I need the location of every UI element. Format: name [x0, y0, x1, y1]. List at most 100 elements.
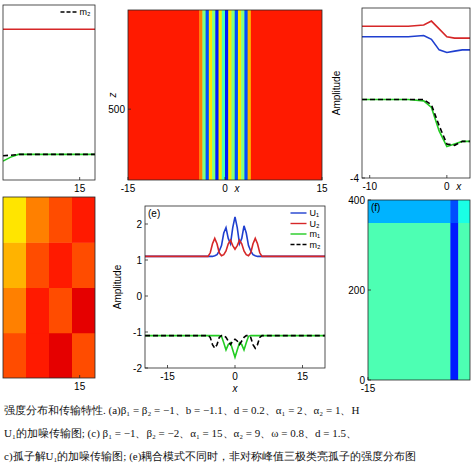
heat-cell — [228, 10, 232, 180]
heat-cell — [26, 197, 50, 243]
heat-cell — [3, 288, 27, 334]
y-tick — [145, 260, 148, 261]
x-tick — [225, 177, 226, 180]
caption: 强度分布和传输特性. (a)β₁ = β₂ = −1、b = −1.1、d = … — [4, 404, 416, 463]
x-tick-label: 15 — [297, 371, 309, 382]
panel: 15m₂ — [3, 5, 95, 194]
panel-label: (e) — [148, 208, 160, 219]
heat-cell — [225, 10, 229, 180]
heat-cell — [238, 10, 242, 180]
y-tick — [362, 178, 365, 179]
y-tick — [145, 332, 148, 333]
heat-cell — [458, 200, 470, 223]
frame — [362, 8, 470, 178]
legend-swatch — [291, 244, 307, 245]
plot-bg — [145, 206, 325, 368]
panel: 15 — [3, 197, 96, 392]
x-tick — [79, 177, 80, 180]
x-axis-title: x — [232, 383, 239, 394]
legend: m₂ — [61, 7, 91, 17]
y-axis-title: Amplitude — [331, 70, 342, 115]
heat-cell — [26, 333, 50, 378]
heat-cell — [458, 223, 470, 381]
heat-cell — [3, 333, 27, 378]
plot-area — [368, 200, 470, 380]
heat-cell — [202, 10, 206, 180]
heat-cell — [72, 288, 95, 334]
y-tick-label: 0 — [359, 375, 365, 386]
y-tick-label: -4 — [350, 173, 359, 184]
y-tick-label: -1 — [133, 327, 142, 338]
series-line — [3, 28, 95, 30]
y-tick — [145, 224, 148, 225]
heat-cell — [128, 10, 200, 180]
heat-cell — [199, 10, 203, 180]
frame — [128, 10, 322, 180]
x-tick — [446, 175, 447, 178]
heat-cell — [244, 10, 248, 180]
x-tick-label: -15 — [121, 183, 136, 194]
panel: -100-4xAmplitude — [331, 8, 470, 192]
x-tick — [235, 365, 236, 368]
y-tick-label: 500 — [108, 104, 125, 115]
heat-cell — [209, 10, 213, 180]
heat-cell — [49, 197, 73, 243]
plot-area — [128, 10, 322, 180]
y-tick-label: -2 — [133, 363, 142, 374]
legend-swatch — [61, 11, 77, 12]
heat-cell — [206, 10, 210, 180]
x-tick-label: -15 — [160, 371, 175, 382]
frame — [3, 5, 95, 180]
caption-line: c)孤子解U₁的加噪传输图; (e)耦合模式不同时，非对称峰值三极类亮孤子的强度… — [4, 450, 416, 463]
y-tick — [128, 109, 131, 110]
y-axis-title: z — [107, 93, 118, 99]
heat-cell — [235, 10, 239, 180]
plot-area — [362, 8, 470, 178]
series-line — [3, 154, 95, 161]
heat-cell — [49, 242, 73, 288]
heat-cell — [450, 200, 458, 223]
plot-area — [3, 5, 95, 180]
heat-cell — [219, 10, 223, 180]
heat-cell — [368, 200, 451, 223]
panel: -15015500xz — [107, 10, 328, 194]
frame — [3, 197, 95, 378]
plot-bg — [362, 8, 470, 178]
y-tick — [368, 380, 371, 381]
panel: -15015-2-1012xAmplitude(e)U₁U₂m₁m₂ — [112, 206, 325, 394]
y-tick-label: 200 — [348, 285, 365, 296]
legend: U₁U₂m₁m₂ — [291, 208, 321, 250]
y-tick-label: 400 — [348, 195, 365, 206]
y-tick — [145, 296, 148, 297]
x-tick-label: 15 — [316, 183, 328, 194]
heat-cell — [251, 10, 322, 180]
plot-area — [3, 197, 95, 378]
legend-label: U₁ — [310, 208, 320, 218]
heat-cell — [215, 10, 219, 180]
series-line — [362, 100, 470, 146]
y-tick — [145, 368, 148, 369]
y-tick-label: 2 — [136, 219, 142, 230]
series-line — [145, 336, 325, 349]
legend-label: U₂ — [310, 219, 320, 229]
series-line — [145, 336, 325, 358]
series-line — [145, 238, 325, 256]
panel: -150200400(f) — [348, 195, 470, 395]
plot-bg — [3, 5, 95, 180]
y-tick-label: 1 — [136, 255, 142, 266]
y-tick — [368, 200, 371, 201]
heat-cell — [72, 333, 95, 378]
x-tick-label: 0 — [444, 181, 450, 192]
x-tick-label: 0 — [222, 183, 228, 194]
legend-label: m₂ — [80, 7, 91, 17]
legend-swatch — [291, 223, 307, 224]
series-line — [145, 217, 325, 257]
caption-line: 强度分布和传输特性. (a)β₁ = β₂ = −1、b = −1.1、d = … — [4, 404, 359, 417]
x-tick — [368, 377, 369, 380]
heat-cell — [26, 242, 50, 288]
heat-cell — [450, 223, 458, 381]
legend-swatch — [291, 212, 307, 213]
legend-swatch — [291, 233, 307, 234]
plot-area — [145, 206, 325, 368]
caption-line: U₁的加噪传输图; (c) β₁ = −1、β₂ = −2、α₁ = 15、α₂… — [4, 427, 357, 440]
